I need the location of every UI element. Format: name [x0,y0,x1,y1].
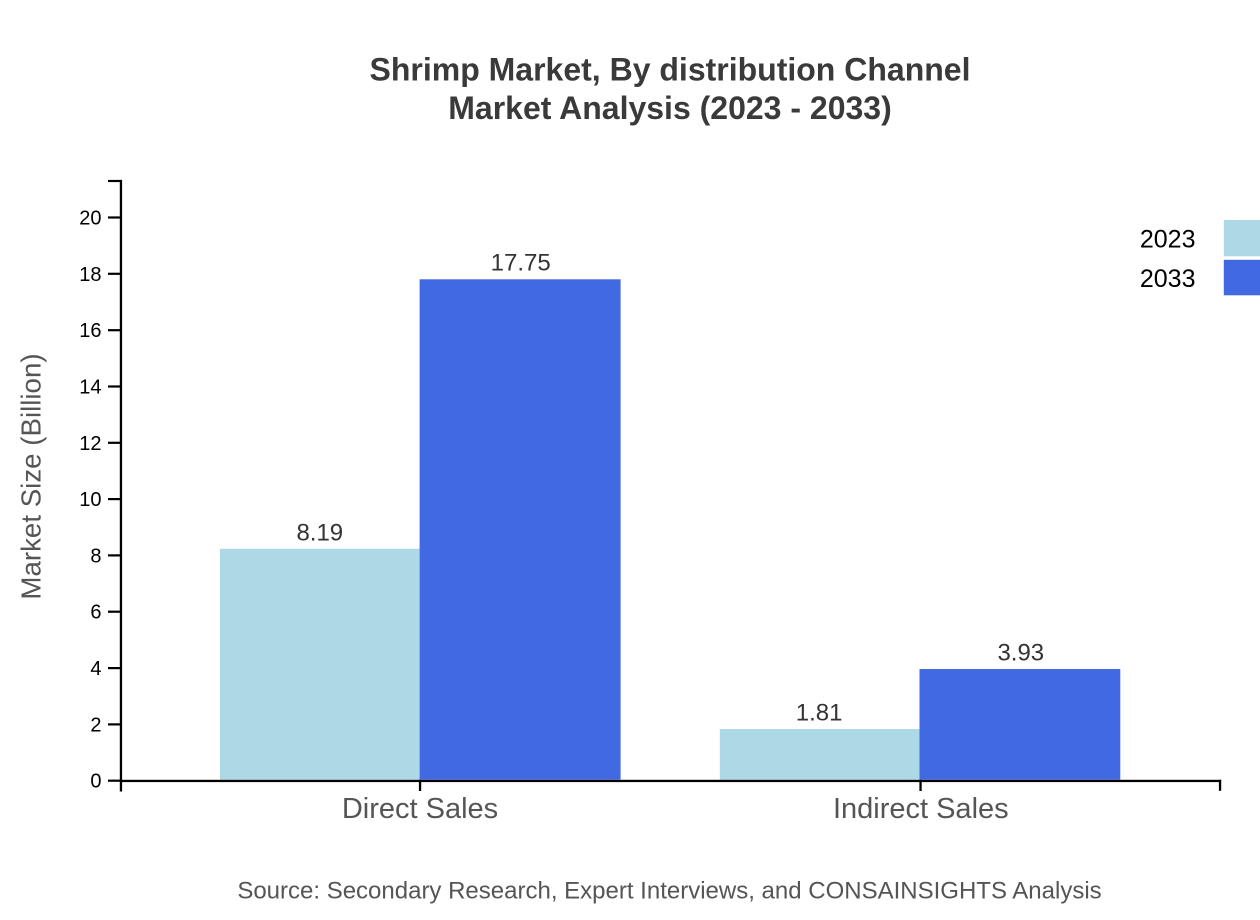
svg-text:10: 10 [79,489,101,511]
svg-text:16: 16 [79,320,101,342]
svg-text:8: 8 [90,545,101,567]
svg-text:6: 6 [90,602,101,624]
svg-text:8.19: 8.19 [296,520,343,547]
svg-text:Source: Secondary Research, Ex: Source: Secondary Research, Expert Inter… [237,877,1101,904]
svg-text:Shrimp Market, By distribution: Shrimp Market, By distribution Channel [370,51,971,87]
svg-text:0: 0 [90,771,101,793]
svg-text:Indirect Sales: Indirect Sales [833,793,1009,825]
svg-text:2033: 2033 [1140,265,1196,293]
svg-text:2: 2 [90,714,101,736]
svg-text:3.93: 3.93 [997,639,1044,666]
svg-text:2023: 2023 [1140,226,1196,254]
svg-text:12: 12 [79,433,101,455]
svg-text:14: 14 [79,377,101,399]
svg-text:1.81: 1.81 [796,700,843,727]
svg-text:17.75: 17.75 [491,250,551,277]
svg-text:4: 4 [90,658,101,680]
svg-text:20: 20 [79,208,101,230]
svg-text:18: 18 [79,264,101,286]
svg-text:Market Size (Billion): Market Size (Billion) [16,353,47,599]
svg-text:Market Analysis (2023 - 2033): Market Analysis (2023 - 2033) [448,90,892,126]
svg-text:Direct Sales: Direct Sales [342,793,498,825]
